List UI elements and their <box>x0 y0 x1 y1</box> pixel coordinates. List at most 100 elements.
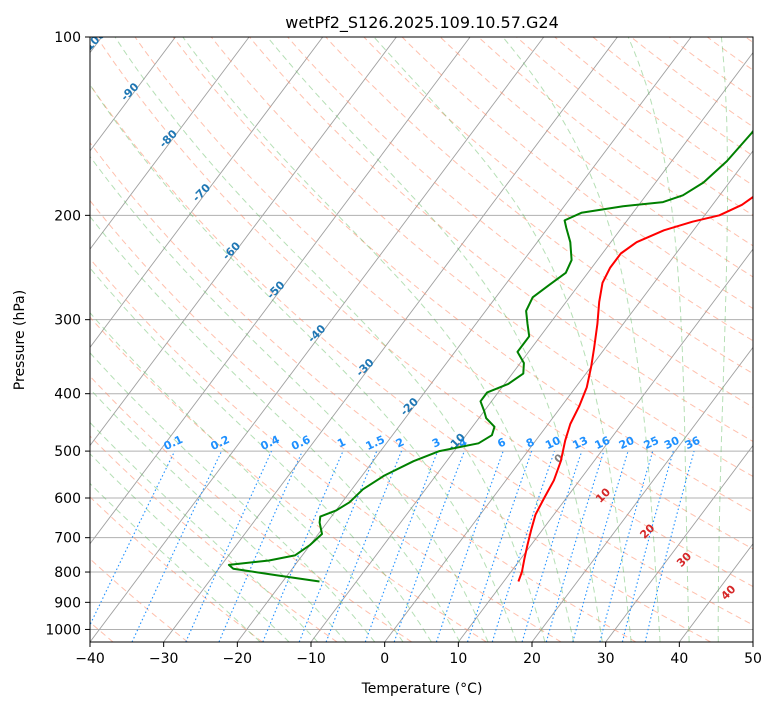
plot-area: 0.1 0.2 0.4 0.6 1 1.5 2 3 4 6 8 10 13 16 20 25 30 36-100-… <box>79 28 753 642</box>
mixing-ratio-label: 13 <box>571 434 590 452</box>
isotherm-line <box>457 248 753 642</box>
mixing-ratio-label: 0.4 <box>258 433 281 453</box>
y-tick-label: 600 <box>54 491 81 507</box>
dry-adiabat-label: -30 <box>353 356 376 379</box>
mixing-ratio-line <box>435 450 504 642</box>
mixing-ratio-line <box>491 450 555 642</box>
dry-adiabat-line <box>90 316 487 642</box>
moist-adiabat-line <box>90 84 517 642</box>
mixing-ratio-line <box>644 450 695 642</box>
mixing-ratio-line <box>521 450 583 642</box>
moist-adiabat-line <box>627 37 690 642</box>
mixing-ratio-label: 10 <box>543 434 563 452</box>
dry-adiabat-line <box>707 37 753 71</box>
plot-clip-group: 0.1 0.2 0.4 0.6 1 1.5 2 3 4 6 8 10 13 16 20 25 30 36-100-… <box>79 28 753 642</box>
dry-adiabat-line <box>134 37 753 550</box>
mixing-ratio-line <box>90 450 176 627</box>
dry-adiabat-label: -60 <box>220 239 243 262</box>
dry-adiabat-line <box>363 37 753 342</box>
moist-adiabat-label: 10 <box>593 485 613 505</box>
isotherm-line <box>384 150 753 642</box>
mixing-ratio-line <box>298 450 378 642</box>
isotherm-line <box>531 346 753 642</box>
y-tick-label: 1000 <box>45 622 81 638</box>
dry-adiabat-line <box>90 435 338 642</box>
moist-adiabat-line <box>90 311 404 642</box>
dry-adiabat-label: -50 <box>264 278 287 301</box>
mixing-ratio-line <box>599 450 654 642</box>
dry-adiabat-line <box>90 375 413 642</box>
dry-adiabat-line <box>401 37 753 310</box>
dry-adiabat-label: -80 <box>157 127 180 150</box>
moist-adiabat-line <box>90 267 432 642</box>
dry-adiabat-line <box>172 37 753 513</box>
y-tick-label: 300 <box>54 313 81 329</box>
moist-adiabat-line <box>373 37 632 642</box>
y-tick-label: 900 <box>54 595 81 611</box>
dry-adiabat-line <box>90 257 562 642</box>
isotherm-line <box>90 37 324 349</box>
mixing-ratio-label: 6 <box>495 435 508 450</box>
chart-title: wetPf2_S126.2025.109.10.57.G24 <box>285 13 559 33</box>
mixing-ratio-label: 1.5 <box>364 433 387 453</box>
mixing-ratio-line <box>393 450 465 642</box>
plot-frame <box>89 36 754 643</box>
mixing-ratio-label: 0.2 <box>208 433 231 453</box>
moist-adiabat-line <box>267 37 603 642</box>
mixing-ratio-label: 20 <box>617 434 637 452</box>
mixing-ratio-label: 36 <box>683 434 703 452</box>
mixing-ratio-line <box>218 450 303 642</box>
isotherm-line <box>752 641 753 642</box>
moist-adiabat-line <box>182 37 575 642</box>
y-axis-label: Pressure (hPa) <box>12 290 28 390</box>
mixing-ratio-label: 0.1 <box>162 433 185 453</box>
dry-adiabat-line <box>90 199 637 642</box>
dry-adiabat-line <box>90 141 711 642</box>
mixing-ratio-line <box>185 450 273 642</box>
x-tick-label: −30 <box>149 651 179 667</box>
dry-adiabat-line <box>325 37 753 375</box>
moist-adiabat-line <box>502 37 661 642</box>
dry-adiabat-label: -10 <box>445 431 468 454</box>
moist-adiabat-line <box>114 37 546 642</box>
dry-adiabat-line <box>554 37 753 186</box>
dry-adiabat-line <box>90 83 753 626</box>
moist-adiabat-line <box>90 482 261 642</box>
dry-adiabat-label: -70 <box>190 181 213 204</box>
dry-adiabat-label: -90 <box>118 80 141 103</box>
y-tick-label: 400 <box>54 387 81 403</box>
mixing-ratio-line <box>262 450 344 642</box>
mixing-ratio-label: 30 <box>662 434 682 452</box>
mixing-ratio-line <box>131 450 223 642</box>
mixing-ratio-line <box>364 450 439 642</box>
mixing-ratio-line <box>545 450 605 642</box>
moist-adiabat-line <box>90 155 489 642</box>
isotherm-line <box>90 37 471 545</box>
mixing-ratio-line <box>466 450 533 642</box>
dry-adiabat-line <box>745 37 753 44</box>
dry-adiabat-label: -40 <box>305 322 328 345</box>
mixing-ratio-label: 1 <box>335 435 347 450</box>
dry-adiabat-line <box>96 37 753 588</box>
isotherm-line <box>90 37 397 447</box>
isotherm-line <box>236 37 692 642</box>
temperature-profile-line <box>517 195 753 582</box>
dewpoint-profile-line <box>227 129 753 583</box>
x-tick-label: −10 <box>296 651 326 667</box>
x-tick-label: −40 <box>75 651 105 667</box>
mixing-ratio-label: 25 <box>642 434 661 452</box>
moist-adiabat-label: 20 <box>637 521 657 541</box>
dry-adiabat-line <box>90 558 189 642</box>
mixing-ratio-line <box>572 450 629 642</box>
y-tick-label: 800 <box>54 565 81 581</box>
x-tick-label: 40 <box>670 651 688 667</box>
mixing-ratio-label: 8 <box>524 435 536 450</box>
isotherm-line <box>605 444 753 642</box>
moist-adiabat-line <box>90 352 376 642</box>
mixing-ratio-line <box>325 450 403 642</box>
dry-adiabat-label: -100 <box>79 28 108 57</box>
axes: −40 −30 −20 −10 0 10 20 30 40 5010020030040050060… <box>45 30 762 667</box>
mixing-ratio-label: 0.6 <box>289 433 312 453</box>
dry-adiabat-line <box>249 37 753 443</box>
